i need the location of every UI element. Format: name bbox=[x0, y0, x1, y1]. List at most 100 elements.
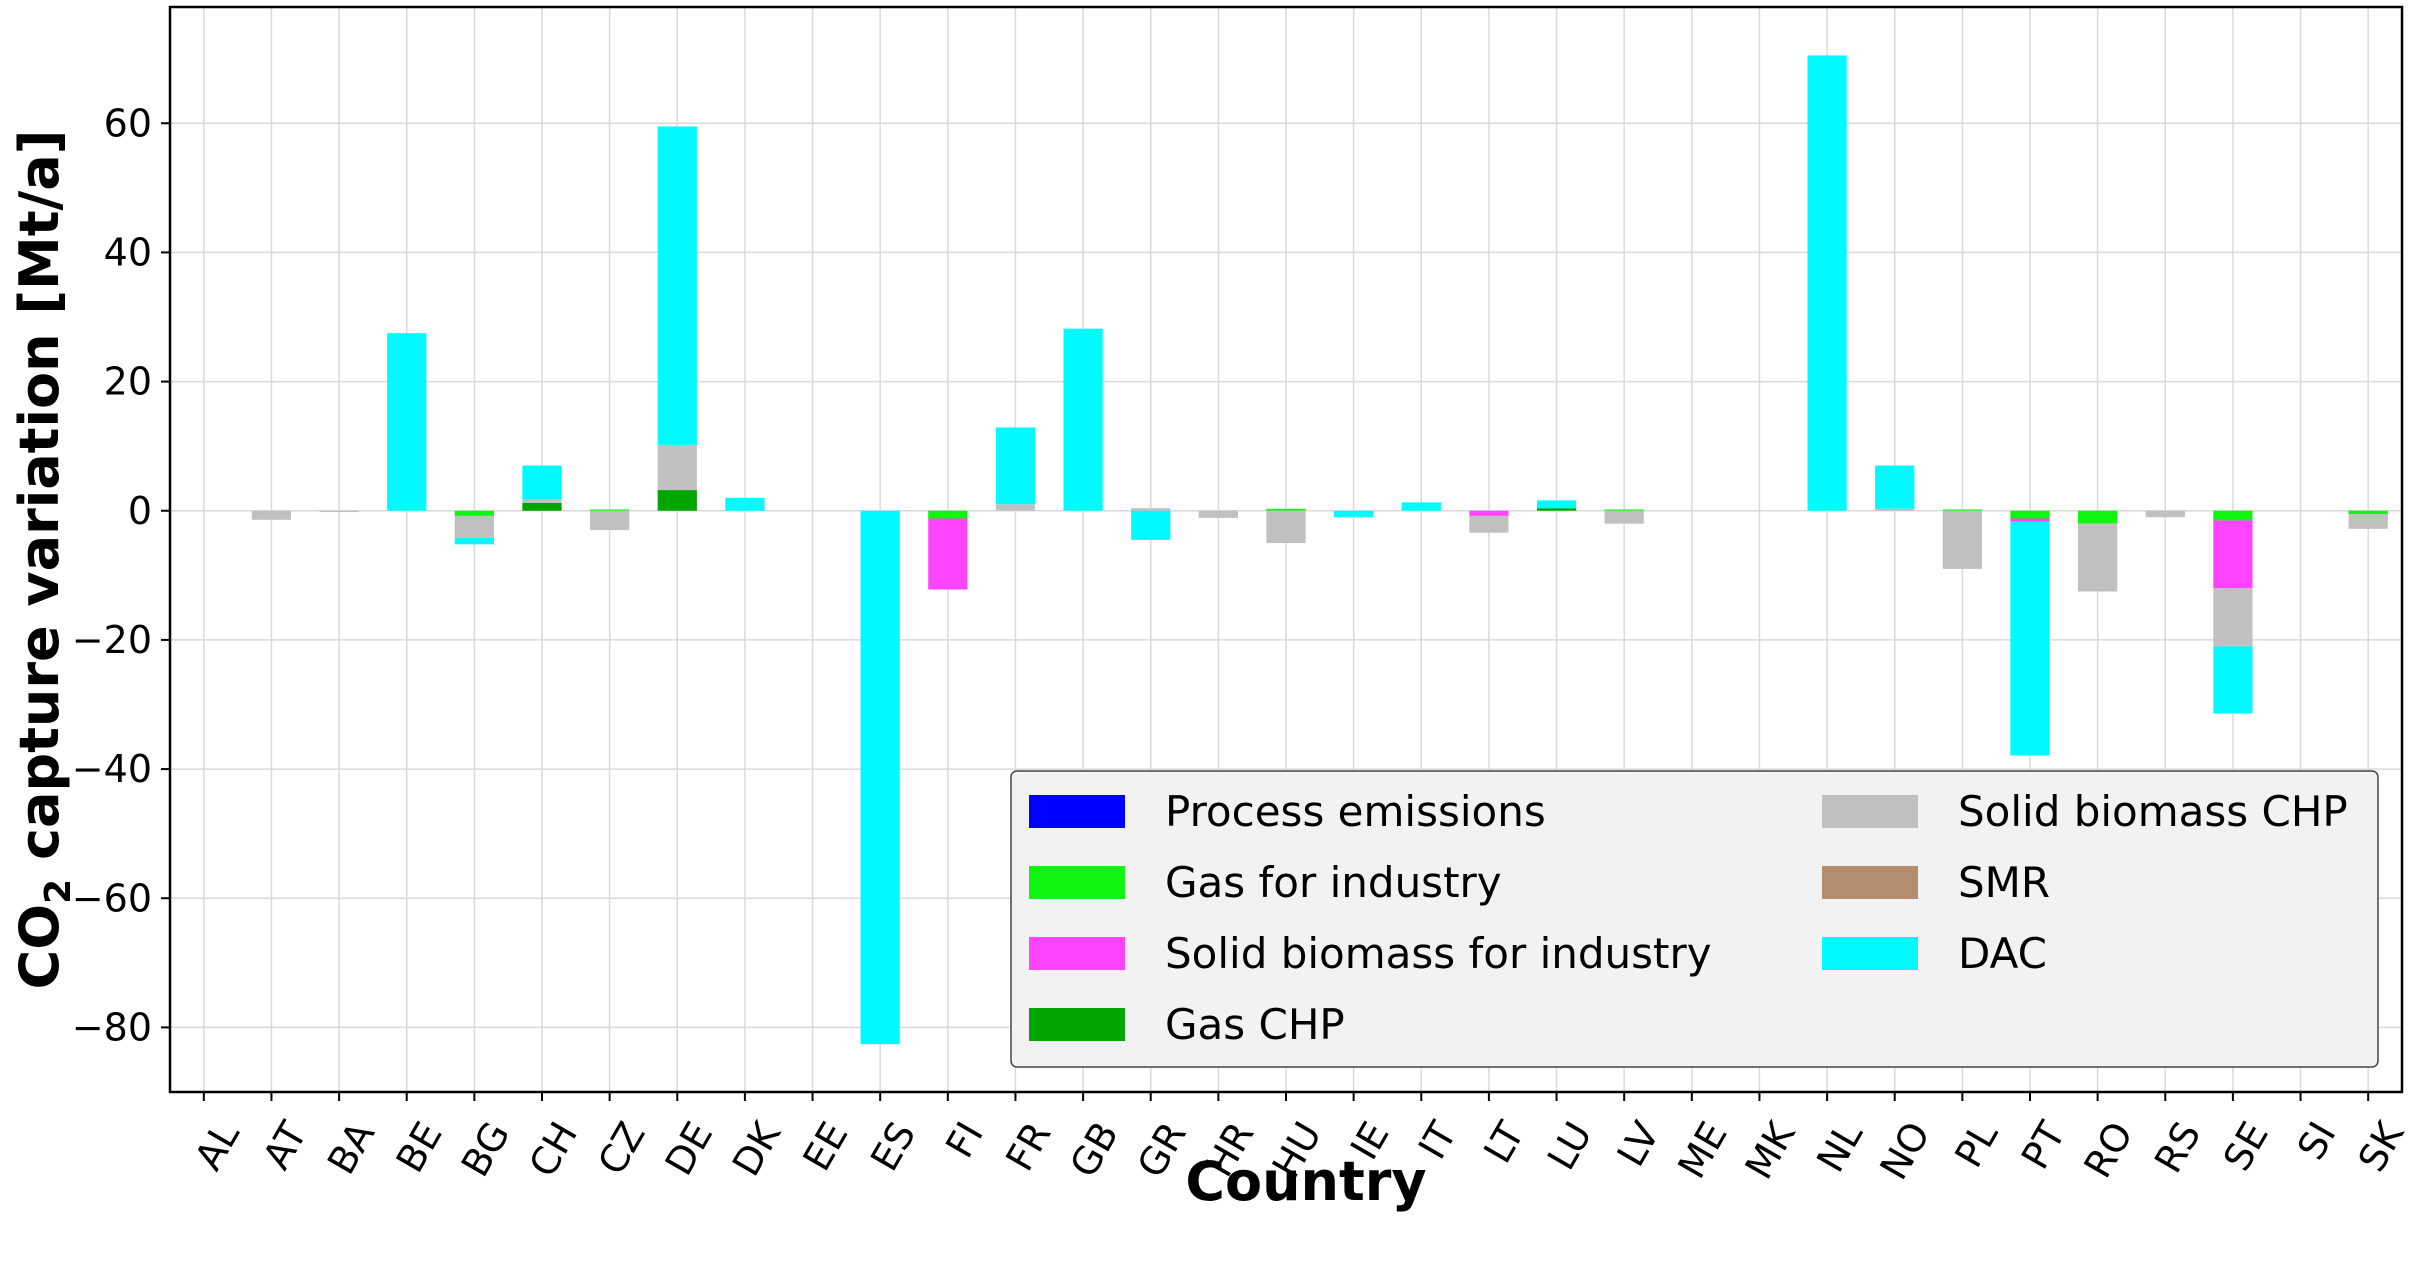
bar-hr-solid-biomass-chp bbox=[1198, 510, 1238, 518]
bar-de-gas-chp bbox=[657, 490, 697, 511]
legend-label-gas-chp: Gas CHP bbox=[1165, 1000, 1345, 1049]
bar-bg-gas-for-industry bbox=[454, 510, 494, 516]
x-tick-label: LU bbox=[1539, 1115, 1601, 1178]
x-tick-label: RS bbox=[2146, 1115, 2209, 1181]
bar-hu-gas-for-industry bbox=[1266, 508, 1306, 511]
legend-swatch-solid-biomass-chp bbox=[1822, 795, 1918, 828]
x-tick-label: LT bbox=[1475, 1114, 1533, 1171]
x-tick-label: ME bbox=[1669, 1115, 1736, 1186]
bar-fi-solid-biomass-for-industry bbox=[928, 518, 968, 590]
x-tick-label: AT bbox=[254, 1114, 316, 1177]
x-tick-label: NO bbox=[1871, 1115, 1938, 1188]
legend-swatch-dac bbox=[1822, 937, 1918, 970]
legend-label-dac: DAC bbox=[1958, 929, 2047, 978]
y-tick-label: 20 bbox=[104, 360, 152, 404]
bar-de-dac bbox=[657, 126, 697, 445]
y-tick-label: −60 bbox=[72, 876, 152, 920]
bar-se-solid-biomass-chp bbox=[2213, 588, 2253, 647]
bar-lt-solid-biomass-for-industry bbox=[1469, 510, 1509, 516]
x-tick-label: LV bbox=[1609, 1115, 1669, 1174]
y-tick-label: −20 bbox=[72, 618, 152, 662]
y-tick-label: −40 bbox=[72, 747, 152, 791]
bar-gr-dac bbox=[1131, 510, 1171, 540]
legend-swatch-smr bbox=[1822, 866, 1918, 899]
bar-pl-gas-for-industry bbox=[1942, 509, 1982, 511]
legend-label-smr: SMR bbox=[1958, 858, 2050, 907]
legend-label-solid-biomass-for-industry: Solid biomass for industry bbox=[1165, 929, 1712, 978]
bar-no-dac bbox=[1875, 465, 1915, 509]
bar-gb-dac bbox=[1063, 328, 1103, 511]
bar-gr-solid-biomass-chp bbox=[1131, 508, 1171, 511]
bar-rs-solid-biomass-chp bbox=[2145, 510, 2185, 518]
bar-fr-dac bbox=[995, 427, 1036, 505]
bar-bg-dac bbox=[454, 537, 494, 545]
bar-lv-solid-biomass-chp bbox=[1604, 510, 1644, 524]
x-tick-label: GB bbox=[1061, 1115, 1127, 1185]
bar-bg-solid-biomass-chp bbox=[454, 515, 494, 538]
x-tick-label: BG bbox=[453, 1115, 519, 1185]
y-axis-ticks: −80 −60 −40 −20 0 20 40 60 bbox=[72, 101, 170, 1049]
bar-ro-solid-biomass-chp bbox=[2078, 523, 2118, 592]
x-tick-label: NL bbox=[1808, 1115, 1871, 1180]
y-tick-label: 40 bbox=[104, 230, 152, 274]
x-tick-label: CH bbox=[520, 1115, 586, 1185]
x-tick-label: BE bbox=[388, 1115, 451, 1180]
x-axis-title: Country bbox=[1185, 1150, 1426, 1213]
bar-lt-solid-biomass-chp bbox=[1469, 515, 1509, 533]
legend-box bbox=[1010, 770, 2379, 1068]
bar-pl-solid-biomass-chp bbox=[1942, 510, 1982, 569]
x-tick-label: RO bbox=[2075, 1115, 2141, 1186]
y-axis-title-main: CO bbox=[8, 904, 71, 990]
x-tick-label: SI bbox=[2289, 1115, 2345, 1168]
bar-no-solid-biomass-chp bbox=[1875, 508, 1915, 511]
bar-lu-dac bbox=[1536, 500, 1577, 509]
bar-at-solid-biomass-chp bbox=[251, 510, 292, 520]
bar-fr-solid-biomass-chp bbox=[995, 504, 1036, 511]
x-tick-label: FR bbox=[997, 1115, 1059, 1179]
bar-sk-solid-biomass-chp bbox=[2348, 513, 2388, 529]
bar-nl-dac bbox=[1807, 55, 1847, 511]
x-tick-label: DE bbox=[657, 1115, 722, 1183]
bar-de-solid-biomass-chp bbox=[657, 444, 697, 491]
legend-swatch-process-emissions bbox=[1029, 795, 1125, 828]
y-tick-label: 0 bbox=[128, 489, 152, 533]
x-tick-label: BA bbox=[319, 1115, 383, 1182]
x-tick-label: EE bbox=[794, 1115, 856, 1179]
bar-se-dac bbox=[2213, 646, 2253, 714]
bar-pt-gas-for-industry bbox=[2010, 510, 2050, 519]
legend-label-process-emissions: Process emissions bbox=[1165, 787, 1546, 836]
bar-fi-gas-for-industry bbox=[928, 510, 968, 519]
bar-pt-dac bbox=[2010, 521, 2050, 756]
x-tick-label: SK bbox=[2350, 1114, 2409, 1179]
legend-swatch-gas-chp bbox=[1029, 1008, 1125, 1041]
x-tick-label: SE bbox=[2215, 1115, 2277, 1179]
bar-pt-solid-biomass-for-industry bbox=[2010, 518, 2050, 522]
legend-label-gas-for-industry: Gas for industry bbox=[1165, 858, 1502, 907]
bar-ch-gas-chp bbox=[522, 503, 562, 511]
bar-ch-dac bbox=[522, 465, 562, 500]
bar-lu-gas-chp bbox=[1536, 508, 1577, 511]
bar-dk-dac bbox=[725, 497, 765, 511]
x-tick-label: ES bbox=[862, 1115, 924, 1179]
x-tick-label: PL bbox=[1946, 1115, 2006, 1175]
bar-be-dac bbox=[387, 333, 427, 511]
bar-ie-dac bbox=[1334, 510, 1374, 518]
x-tick-label: FI bbox=[937, 1115, 992, 1166]
bar-ba-solid-biomass-chp bbox=[319, 510, 359, 513]
legend: Process emissions Gas for industry Solid b… bbox=[1010, 770, 2379, 1068]
x-tick-label: DK bbox=[724, 1114, 790, 1184]
legend-label-solid-biomass-chp: Solid biomass CHP bbox=[1958, 787, 2348, 836]
bar-lv-gas-for-industry bbox=[1604, 509, 1644, 511]
bar-se-solid-biomass-for-industry bbox=[2213, 520, 2253, 589]
x-tick-label: PT bbox=[2013, 1114, 2075, 1177]
y-axis-title-rest: capture variation [Mt/a] bbox=[8, 130, 71, 879]
x-tick-label: MK bbox=[1737, 1114, 1804, 1187]
y-tick-label: 60 bbox=[104, 101, 152, 145]
x-tick-label: AL bbox=[186, 1115, 248, 1178]
legend-swatch-gas-for-industry bbox=[1029, 866, 1125, 899]
bar-se-gas-for-industry bbox=[2213, 510, 2253, 521]
legend-swatch-solid-biomass-for-industry bbox=[1029, 937, 1125, 970]
bar-cz-gas-for-industry bbox=[590, 509, 630, 511]
bar-hu-solid-biomass-chp bbox=[1266, 510, 1306, 544]
